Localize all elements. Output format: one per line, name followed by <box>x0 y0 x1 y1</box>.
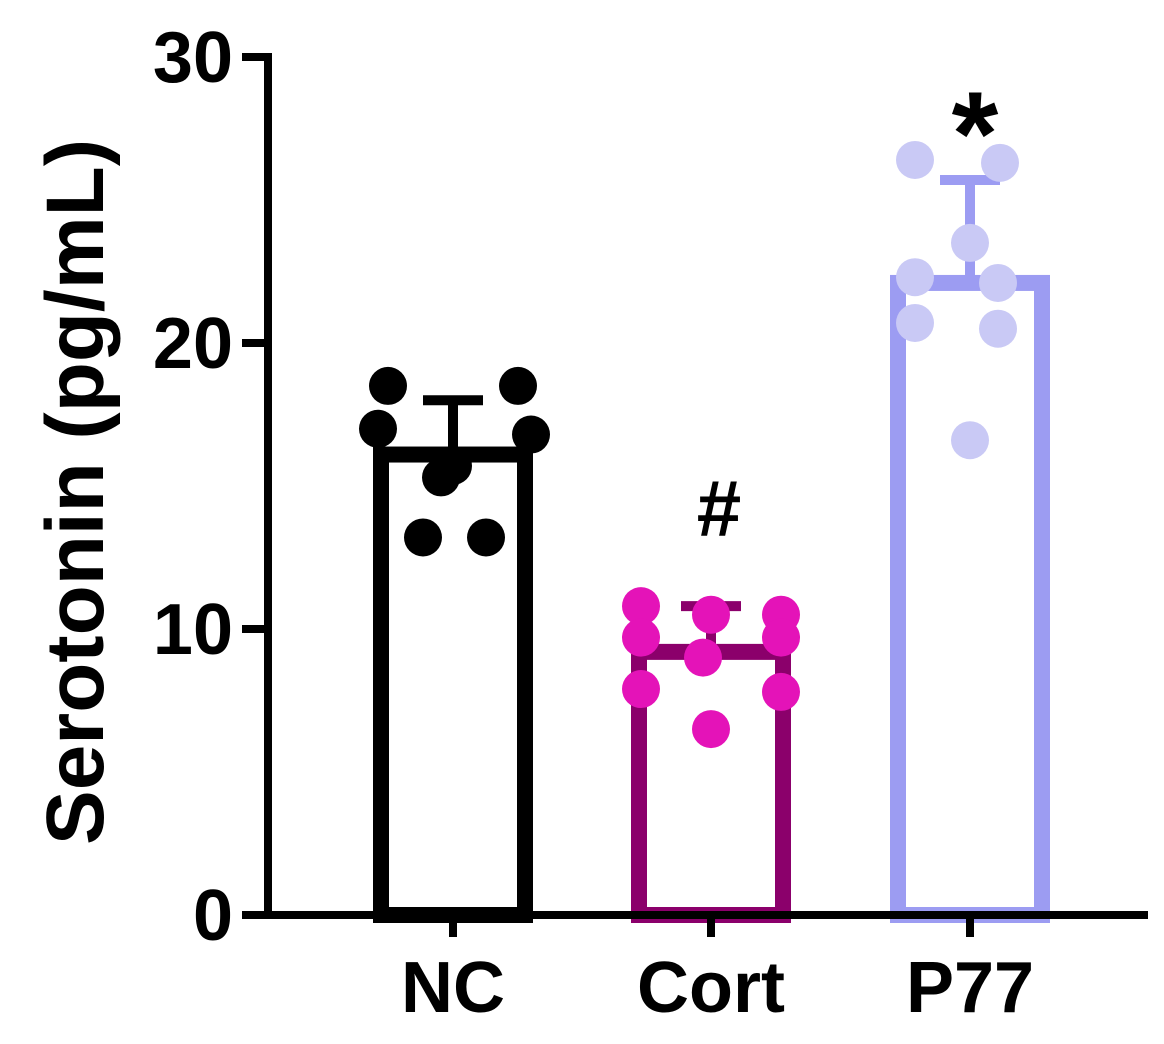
data-point-p77 <box>981 143 1019 182</box>
data-point-cort <box>762 672 800 711</box>
data-point-nc <box>467 518 505 557</box>
y-axis-title: Serotonin (pg/mL) <box>30 139 121 845</box>
data-point-p77 <box>951 223 989 262</box>
data-point-cort <box>762 618 800 657</box>
annotation-p77: * <box>952 67 999 201</box>
data-point-p77 <box>896 303 934 342</box>
y-tick-label: 10 <box>153 590 233 670</box>
x-tick-label-nc: NC <box>401 948 505 1028</box>
data-point-cort <box>622 618 660 657</box>
data-point-cort <box>622 670 660 709</box>
data-point-nc <box>359 409 397 448</box>
data-point-p77 <box>951 421 989 460</box>
data-point-cort <box>692 595 730 634</box>
data-point-p77 <box>979 309 1017 348</box>
data-point-nc <box>369 366 407 405</box>
bar-cort <box>631 643 791 923</box>
data-point-cort <box>684 638 722 677</box>
data-point-nc <box>512 415 550 454</box>
data-point-p77 <box>896 258 934 297</box>
data-point-nc <box>404 518 442 557</box>
y-tick-label: 0 <box>193 876 233 956</box>
data-point-nc <box>422 458 460 497</box>
bar-nc <box>373 446 533 923</box>
data-point-p77 <box>896 140 934 179</box>
bar-p77 <box>890 274 1050 923</box>
x-tick-label-p77: P77 <box>906 948 1034 1028</box>
data-point-p77 <box>979 263 1017 302</box>
data-point-cort <box>622 587 660 626</box>
data-point-cort <box>692 710 730 749</box>
y-tick-label: 30 <box>153 18 233 98</box>
annotation-cort: # <box>697 464 742 553</box>
y-tick-label: 20 <box>153 304 233 384</box>
x-tick-label-cort: Cort <box>637 948 785 1028</box>
data-point-nc <box>499 366 537 405</box>
plot-area: 0 10 20 30 NC Cort P77 # * <box>153 18 1148 1028</box>
